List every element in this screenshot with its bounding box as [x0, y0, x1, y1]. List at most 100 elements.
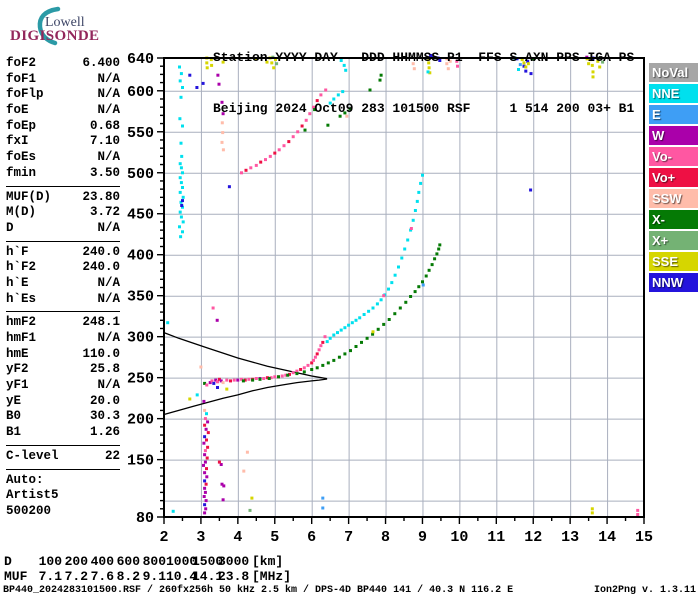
svg-text:15: 15 [635, 529, 653, 546]
param-label: h`Es [6, 291, 37, 306]
param-value: 240.0 [82, 260, 120, 275]
param-value: 23.80 [82, 189, 120, 204]
param-label: foFlp [6, 87, 44, 102]
svg-text:3: 3 [196, 529, 205, 546]
legend-item-x: X+ [649, 231, 698, 250]
legend-item-nnw: NNW [649, 273, 698, 292]
footer-cell: 200 [64, 554, 88, 569]
status-bar-program-version: Ion2Png v. 1.3.11 [593, 585, 696, 596]
svg-text:10: 10 [450, 529, 468, 546]
svg-text:12: 12 [524, 529, 542, 546]
param-value: N/A [97, 220, 120, 235]
param-label: fmin [6, 165, 37, 180]
param-value: N/A [97, 87, 120, 102]
measurement-header: Station YYYY DAY DDD HHMMSS P1 FFS S AXN… [213, 15, 634, 134]
param-row-foep: foEp 0.68 [6, 119, 120, 135]
svg-text:400: 400 [127, 248, 154, 265]
param-row-fmin: fmin 3.50 [6, 166, 120, 182]
param-label: MUF(D) [6, 189, 52, 204]
param-label: foE [6, 103, 29, 118]
scaled-parameters-panel: foF2 6.400 foF1 N/A foFlp N/A foE N/A foEp 0.68 fx… [6, 56, 120, 520]
param-value: N/A [97, 378, 120, 393]
param-row-fof1: foF1 N/A [6, 72, 120, 88]
param-label: yF2 [6, 362, 29, 377]
param-value: 30.3 [89, 409, 120, 424]
svg-text:9: 9 [418, 529, 427, 546]
svg-text:600: 600 [127, 84, 154, 101]
param-row-foe: foE N/A [6, 103, 120, 119]
legend-item-x: X- [649, 210, 698, 229]
param-label: h`F2 [6, 260, 37, 275]
legend-item-vo: Vo+ [649, 168, 698, 187]
param-label: B1 [6, 425, 22, 440]
param-row-md: M(D) 3.72 [6, 205, 120, 221]
param-value: N/A [97, 331, 120, 345]
param-row-hf2: h`F2 240.0 [6, 260, 120, 276]
param-label: C-level [6, 448, 59, 463]
profile-curve [163, 331, 328, 416]
param-row-artist5: Artist5 [6, 488, 120, 504]
logo-text-lowell: Lowell [45, 15, 85, 30]
footer-cell: 7.6 [90, 569, 114, 584]
svg-text:250: 250 [127, 371, 154, 388]
legend-item-ssw: SSW [649, 189, 698, 208]
legend-item-vo: Vo- [649, 147, 698, 166]
param-separator [6, 444, 120, 446]
param-value: N/A [97, 71, 120, 86]
d-row: D 100 200 400 600 800 1000 1500 3000 [km] [4, 554, 291, 569]
param-value: 22 [104, 448, 120, 463]
legend-item-nne: NNE [649, 84, 698, 103]
footer-row-label: MUF [4, 569, 28, 584]
param-label: fxI [6, 134, 29, 149]
logo-text-digisonde: DIGISONDE [10, 28, 100, 44]
param-value: 110.0 [82, 346, 120, 361]
param-row-yf1: yF1 N/A [6, 378, 120, 394]
param-row-hme: hmE 110.0 [6, 347, 120, 363]
svg-text:550: 550 [127, 125, 154, 142]
param-value: 25.8 [89, 362, 120, 377]
param-separator [6, 185, 120, 187]
footer-cell: 10.4 [166, 569, 198, 584]
param-row-mufd: MUF(D) 23.80 [6, 190, 120, 206]
param-label: foF2 [6, 56, 37, 70]
param-label: Artist5 [6, 488, 59, 503]
param-value: 20.0 [89, 393, 120, 408]
svg-text:80: 80 [136, 510, 154, 527]
param-row-b0: B0 30.3 [6, 409, 120, 425]
footer-cell: 14.1 [192, 569, 224, 584]
footer-row-label: D [4, 554, 12, 569]
svg-text:11: 11 [487, 529, 505, 546]
header-line-keys: Station YYYY DAY DDD HHMMSS P1 FFS S AXN… [213, 50, 635, 65]
param-separator [6, 468, 120, 470]
param-label: 500200 [6, 503, 52, 518]
param-row-hmf1: hmF1 N/A [6, 331, 120, 347]
svg-text:4: 4 [233, 529, 242, 546]
svg-text:7: 7 [344, 529, 353, 546]
param-row-yf2: yF2 25.8 [6, 362, 120, 378]
param-separator [6, 311, 120, 313]
legend-item-noval: NoVal [649, 63, 698, 82]
param-label: M(D) [6, 205, 37, 220]
param-row-ye: yE 20.0 [6, 394, 120, 410]
param-row-hf: h`F 240.0 [6, 245, 120, 261]
param-row-hes: h`Es N/A [6, 292, 120, 308]
param-value: N/A [97, 150, 120, 165]
param-label: foEs [6, 150, 37, 165]
param-row-he: h`E N/A [6, 276, 120, 292]
param-label: D [6, 220, 14, 235]
footer-unit: [km] [252, 554, 284, 569]
svg-text:150: 150 [127, 453, 154, 470]
param-row-foflp: foFlp N/A [6, 87, 120, 103]
param-label: foF1 [6, 71, 37, 86]
param-value: 1.26 [89, 425, 120, 440]
param-value: N/A [97, 275, 120, 290]
param-value: 7.10 [89, 134, 120, 149]
param-label: hmF2 [6, 315, 37, 330]
footer-cell: 600 [116, 554, 140, 569]
svg-text:450: 450 [127, 207, 154, 224]
svg-text:5: 5 [270, 529, 279, 546]
svg-text:640: 640 [127, 51, 154, 68]
param-value: 3.50 [89, 165, 120, 180]
footer-cell: 1000 [166, 554, 198, 569]
d-muf-table: D 100 200 400 600 800 1000 1500 3000 [km] MUF 7.1 7… [4, 554, 291, 584]
